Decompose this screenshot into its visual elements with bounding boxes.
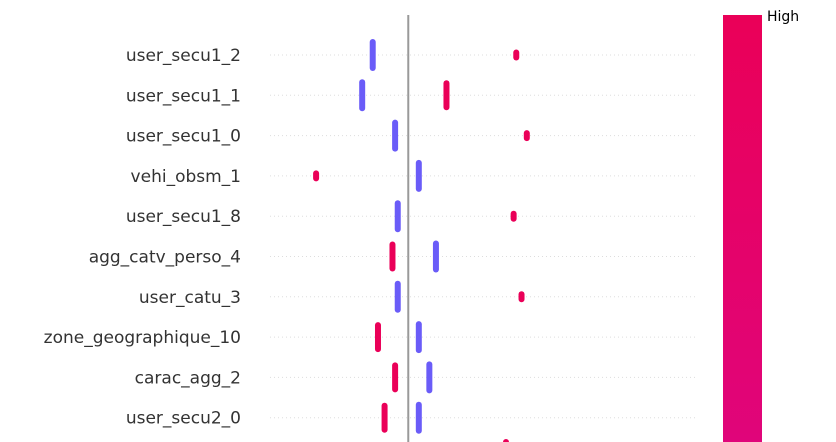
data-point-low xyxy=(369,39,376,71)
colorbar-high-label: High xyxy=(767,9,799,25)
data-point-high xyxy=(523,130,530,142)
data-point-high xyxy=(374,322,381,353)
data-point-low xyxy=(432,240,439,273)
feature-label: user_secu1_0 xyxy=(126,127,241,147)
feature-label: user_catu_3 xyxy=(139,288,241,308)
feature-label: user_secu1_8 xyxy=(126,207,241,227)
feature-label: user_secu2_0 xyxy=(126,409,241,429)
colorbar xyxy=(723,15,762,442)
data-points xyxy=(313,39,530,434)
data-point-high xyxy=(443,80,450,111)
data-point-low xyxy=(415,401,422,434)
data-point-low xyxy=(426,361,433,394)
feature-rows: user_secu1_2 user_secu1_1 user_secu1_0vehi… xyxy=(44,46,698,429)
data-point-high xyxy=(392,362,399,393)
data-point-low xyxy=(392,119,399,152)
partial-point xyxy=(503,439,509,442)
data-point-low xyxy=(415,159,422,192)
data-point-low xyxy=(394,200,401,233)
data-point-low xyxy=(359,79,366,112)
data-point-low xyxy=(415,321,422,354)
feature-label: zone_geographique_10 xyxy=(44,328,241,348)
data-point-high xyxy=(313,170,320,182)
data-point-high xyxy=(518,291,525,303)
feature-label: user_secu1_2 xyxy=(126,46,241,66)
feature-label: vehi_obsm_1 xyxy=(131,167,241,187)
data-point-high xyxy=(389,241,396,272)
feature-label: agg_catv_perso_4 xyxy=(89,248,241,268)
feature-label: carac_agg_2 xyxy=(135,368,241,388)
data-point-high xyxy=(510,210,517,222)
data-point-low xyxy=(394,280,401,313)
data-point-high xyxy=(381,402,388,433)
data-point-high xyxy=(513,49,520,61)
feature-label: user_secu1_1 xyxy=(126,86,241,106)
